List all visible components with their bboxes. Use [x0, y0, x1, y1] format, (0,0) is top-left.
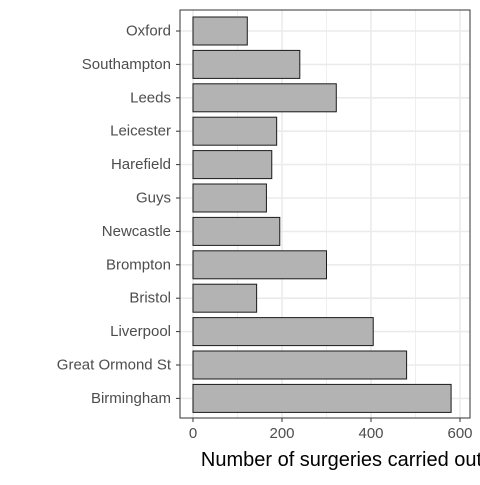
bar [192, 116, 278, 146]
bar [192, 250, 327, 280]
bar [192, 183, 267, 213]
y-tick-label: Southampton [82, 56, 171, 73]
bar [192, 283, 258, 313]
y-axis: Oxford Southampton Leeds Leicester Harefield… [57, 23, 180, 407]
x-axis: 0 200 400 600 [189, 418, 473, 442]
y-tick-label: Leeds [130, 89, 171, 106]
bar [192, 317, 374, 347]
panel-border [179, 9, 471, 419]
x-tick-label: 200 [269, 425, 294, 442]
y-tick-label: Great Ormond St [57, 357, 172, 374]
y-tick-label: Newcastle [102, 223, 171, 240]
y-tick-label: Leicester [110, 123, 171, 140]
bar [192, 16, 248, 46]
y-tick-label: Brompton [106, 256, 171, 273]
bar [192, 350, 408, 380]
x-tick-label: 0 [189, 425, 197, 442]
y-tick-label: Oxford [126, 23, 171, 40]
bar [192, 216, 281, 246]
x-axis-title: Number of surgeries carried out [201, 449, 480, 471]
y-tick-label: Harefield [111, 156, 171, 173]
y-tick-label: Liverpool [110, 323, 171, 340]
y-tick-label: Birmingham [91, 390, 171, 407]
bars [192, 16, 452, 413]
x-tick-label: 600 [447, 425, 472, 442]
y-tick-label: Bristol [129, 290, 171, 307]
x-tick-label: 400 [358, 425, 383, 442]
bar [192, 383, 452, 413]
bar [192, 150, 273, 180]
bar [192, 49, 301, 79]
y-tick-label: Guys [136, 190, 171, 207]
bar [192, 83, 337, 113]
